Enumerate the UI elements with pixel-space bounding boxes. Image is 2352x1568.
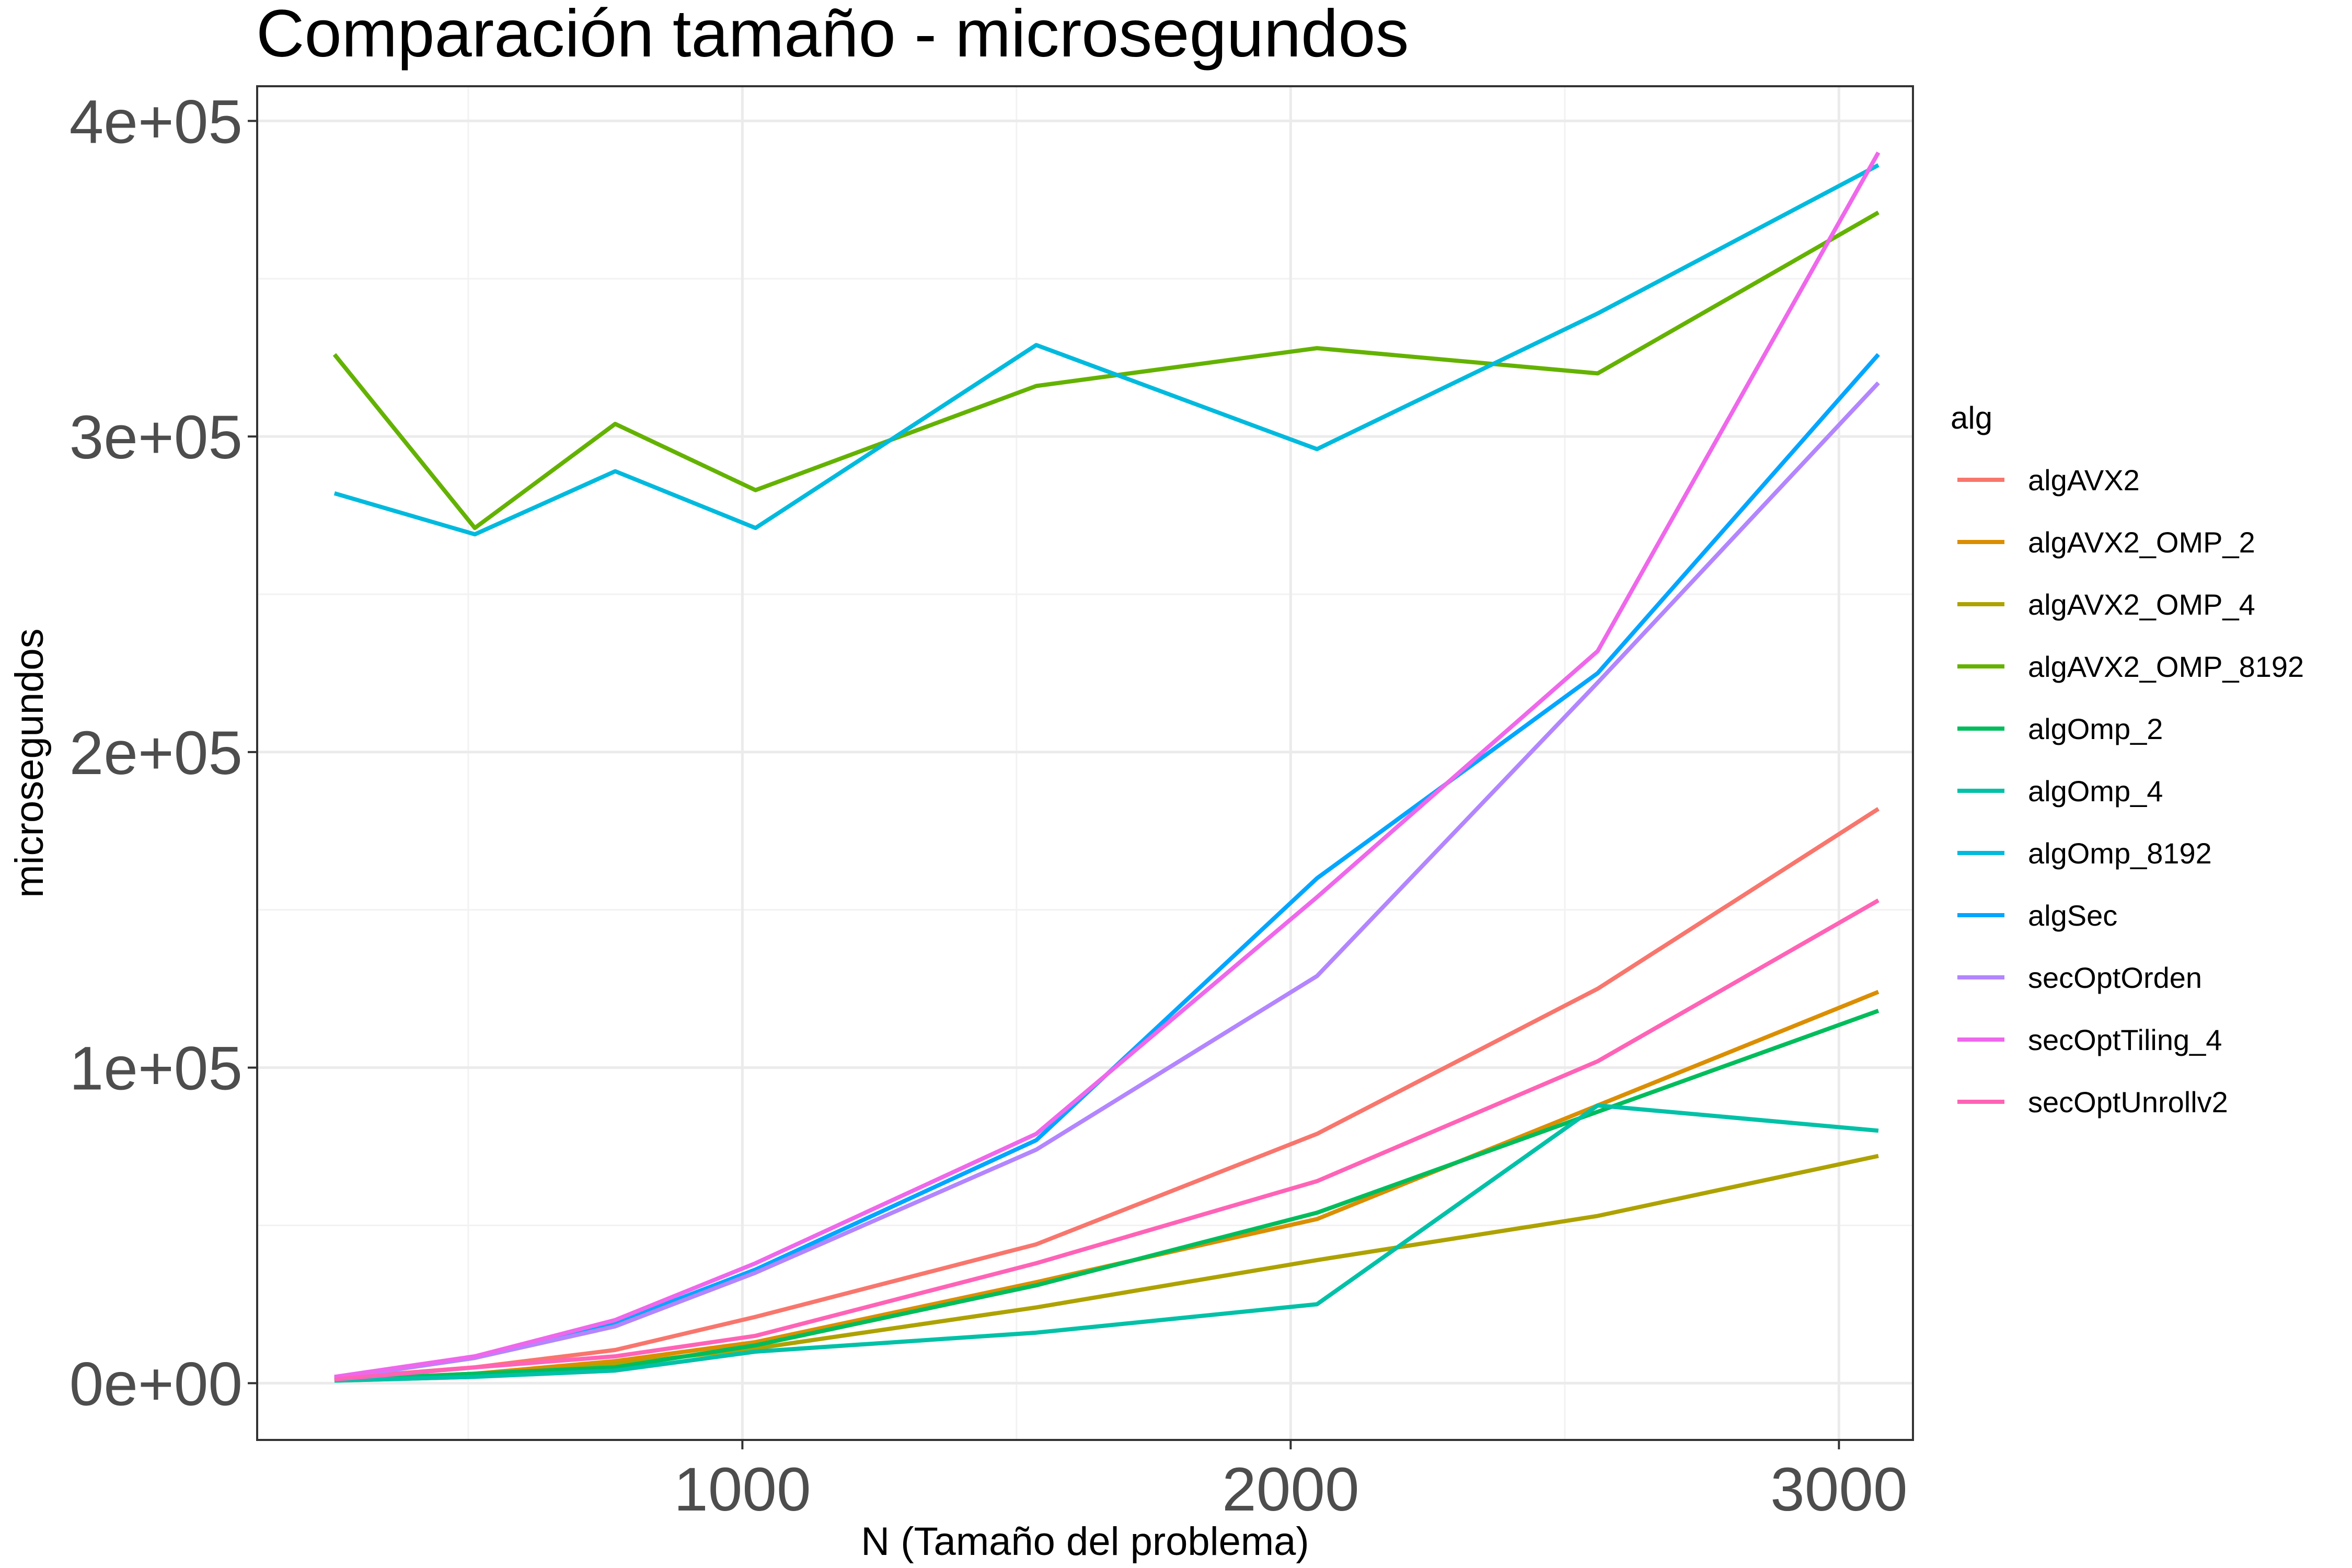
legend-label: algOmp_4 xyxy=(2028,775,2163,808)
legend-label: secOptOrden xyxy=(2028,961,2202,994)
legend-label: secOptTiling_4 xyxy=(2028,1023,2222,1056)
chart-title: Comparación tamaño - microsegundos xyxy=(256,0,1409,71)
y-tick-label: 1e+05 xyxy=(70,1034,243,1103)
x-tick-label: 3000 xyxy=(1770,1455,1908,1524)
y-axis-title: microsegundos xyxy=(7,628,52,897)
legend-label: algAVX2_OMP_8192 xyxy=(2028,650,2304,683)
series-line-secOptOrden xyxy=(334,381,1880,1381)
series-line-algOmp_2 xyxy=(334,1009,1880,1382)
plot-panel-border xyxy=(256,85,1914,1441)
legend-title: alg xyxy=(1951,400,1992,435)
y-tick-label: 4e+05 xyxy=(70,87,243,156)
legend-label: algAVX2_OMP_4 xyxy=(2028,588,2255,621)
series-line-secOptTiling_4 xyxy=(334,151,1881,1379)
legend-label: algAVX2_OMP_2 xyxy=(2028,526,2255,559)
x-axis-title: N (Tamaño del problema) xyxy=(861,1519,1309,1564)
y-tick-label: 2e+05 xyxy=(70,719,243,788)
y-tick-label: 0e+00 xyxy=(70,1350,243,1419)
series-line-secOptUnrollv2 xyxy=(334,898,1880,1382)
series-line-algOmp_8192 xyxy=(333,163,1880,537)
series-lines xyxy=(332,151,1881,1383)
x-tick-label: 1000 xyxy=(674,1455,811,1524)
grid-lines xyxy=(257,86,1913,1440)
series-line-algAVX2_OMP_2 xyxy=(334,989,1880,1382)
axes: 1000 2000 3000 0e+00 1e+05 2e+05 3e+05 4e+05 xyxy=(70,87,1908,1524)
legend-label: algOmp_2 xyxy=(2028,712,2163,745)
legend-label: algSec xyxy=(2028,899,2117,932)
legend-label: algAVX2 xyxy=(2028,464,2140,497)
series-line-algOmp_4 xyxy=(334,1103,1879,1383)
x-tick-label: 2000 xyxy=(1222,1455,1359,1524)
legend-label: secOptUnrollv2 xyxy=(2028,1086,2228,1119)
legend-label: algOmp_8192 xyxy=(2028,837,2212,870)
legend: alg algAVX2 algAVX2_OMP_2 algAVX2_OMP_4alg… xyxy=(1951,400,2304,1119)
y-tick-label: 3e+05 xyxy=(70,403,243,472)
